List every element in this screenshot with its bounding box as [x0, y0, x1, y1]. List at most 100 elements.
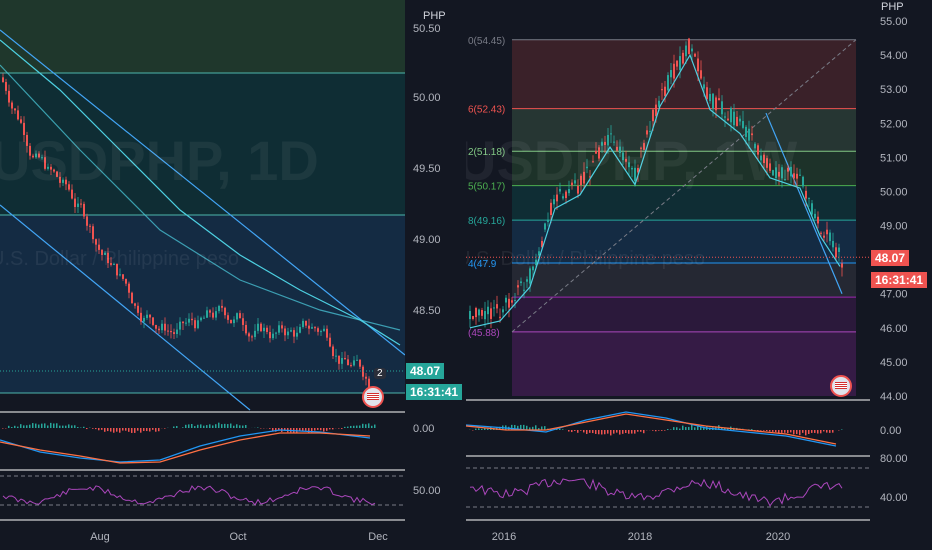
candle-body [811, 203, 813, 215]
macd-histogram-bar [140, 428, 142, 433]
candle-body [203, 317, 205, 319]
candle-body [185, 322, 187, 324]
candle-body [517, 285, 519, 288]
candle-body [146, 314, 148, 318]
candle-body [529, 268, 531, 284]
candle-body [595, 150, 597, 154]
candle-body [89, 225, 91, 227]
macd-histogram-bar [670, 429, 672, 430]
macd-histogram-bar [766, 430, 768, 432]
candle-body [245, 324, 247, 334]
candle-body [829, 232, 831, 242]
candle-body [98, 244, 100, 250]
macd-histogram-bar [724, 427, 726, 430]
candle-body [233, 319, 235, 324]
candle-body [772, 170, 774, 176]
candle-body [649, 130, 651, 132]
macd-histogram-bar [652, 430, 654, 431]
candle-body [577, 185, 579, 194]
candle-body [254, 330, 256, 337]
candle-body [362, 366, 364, 377]
rsi-line [2, 485, 376, 506]
weekly-chart-pane[interactable]: 0(54.45) 6(52.43) 2(51.18) 5(50.17) 8(49.16)… [466, 0, 932, 550]
macd-histogram-bar [341, 428, 343, 429]
candle-body [206, 310, 208, 318]
candle-body [305, 320, 307, 326]
macd-histogram-bar [26, 425, 28, 428]
candle-body [520, 281, 522, 284]
macd-histogram-bar [775, 430, 777, 433]
y-tick-label: 50.00 [880, 186, 908, 198]
macd-histogram-bar [643, 430, 645, 434]
trend-channel-top [0, 29, 406, 356]
macd-histogram-bar [317, 428, 319, 430]
candle-body [320, 331, 322, 333]
candle-body [359, 359, 361, 367]
fib-band [512, 220, 856, 264]
macd-histogram-bar [622, 430, 624, 434]
macd-histogram-bar [841, 429, 843, 430]
candle-body [661, 89, 663, 91]
candle-body [544, 223, 546, 230]
macd-histogram-bar [359, 425, 361, 428]
macd-histogram-bar [586, 430, 588, 435]
candle-body [493, 307, 495, 309]
candle-body [751, 133, 753, 136]
macd-histogram-bar [86, 428, 88, 430]
candle-body [694, 53, 696, 57]
macd-histogram-bar [676, 427, 678, 430]
candle-body [182, 321, 184, 324]
macd-histogram-bar [802, 430, 804, 433]
macd-histogram-bar [679, 428, 681, 430]
macd-histogram-bar [233, 425, 235, 428]
macd-histogram-bar [320, 428, 322, 431]
candle-body [275, 332, 277, 334]
candle-body [619, 146, 621, 154]
macd-histogram-bar [658, 430, 660, 431]
candle-body [293, 330, 295, 337]
daily-chart[interactable]: 50.50 50.00 49.50 49.00 48.50 0.00 50.00 Aug Oct… [0, 0, 463, 550]
candle-body [104, 252, 106, 255]
fib-band [512, 39, 856, 109]
us-flag-event-icon[interactable] [362, 386, 384, 408]
macd-histogram-bar [544, 426, 546, 430]
currency-label: PHP [878, 0, 907, 14]
macd-histogram-bar [499, 426, 501, 430]
daily-chart-pane[interactable]: 50.50 50.00 49.50 49.00 48.50 0.00 50.00 Aug Oct… [0, 0, 463, 550]
macd-histogram-bar [538, 428, 540, 430]
macd-histogram-bar [119, 428, 121, 433]
macd-histogram-bar [721, 427, 723, 430]
macd-histogram-bar [523, 424, 525, 430]
candle-body [706, 87, 708, 100]
macd-histogram-bar [311, 428, 313, 433]
candle-body [778, 171, 780, 177]
us-flag-event-icon[interactable] [830, 375, 852, 397]
y-tick-label: 50.50 [413, 23, 441, 35]
candle-body [667, 75, 669, 91]
candle-body [532, 266, 534, 271]
candle-body [197, 320, 199, 329]
macd-histogram-bar [607, 430, 609, 434]
macd-histogram-bar [134, 428, 136, 433]
weekly-chart[interactable]: 0(54.45) 6(52.43) 2(51.18) 5(50.17) 8(49.16)… [466, 0, 932, 550]
candle-body [350, 365, 352, 367]
macd-histogram-bar [326, 428, 328, 431]
candle-body [179, 321, 181, 330]
candle-body [682, 52, 684, 64]
candle-body [80, 203, 82, 205]
candle-body [769, 163, 771, 171]
candle-body [311, 327, 313, 329]
macd-histogram-bar [191, 424, 193, 428]
rsi-tick-label: 80.00 [880, 453, 908, 465]
events-count-badge[interactable]: 2 [374, 368, 386, 379]
candle-body [478, 309, 480, 316]
macd-histogram-bar [8, 425, 10, 428]
candle-body [266, 327, 268, 332]
candle-body [119, 274, 121, 276]
candle-body [251, 336, 253, 338]
macd-histogram-bar [787, 430, 789, 434]
candle-body [808, 197, 810, 199]
candle-body [140, 312, 142, 322]
macd-histogram-bar [667, 429, 669, 430]
candle-body [589, 176, 591, 178]
